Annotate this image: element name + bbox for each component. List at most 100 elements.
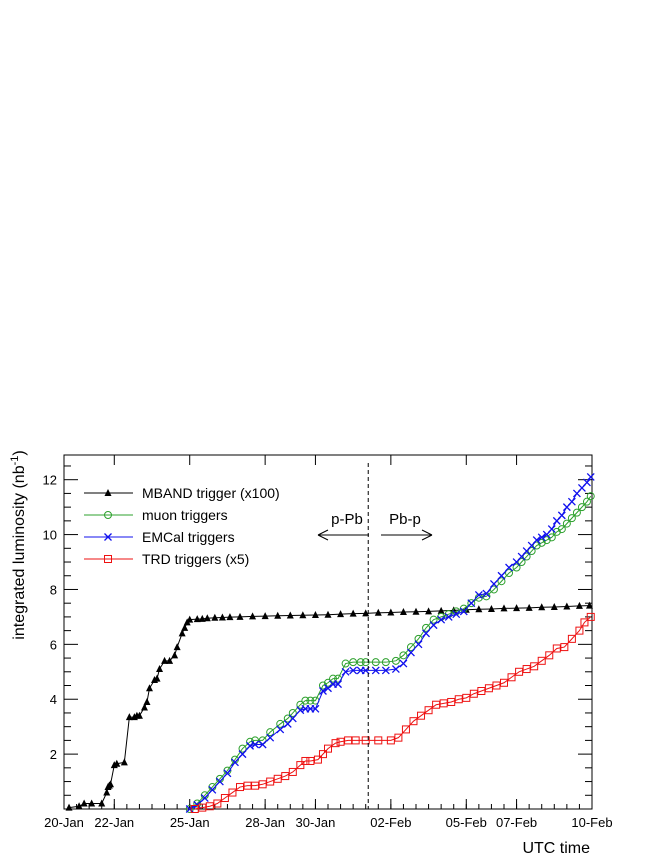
series-circle: [185, 492, 595, 813]
data-point: [104, 555, 112, 563]
data-point: [266, 733, 275, 742]
data-point: [306, 756, 315, 765]
data-point: [432, 700, 441, 709]
data-point: [492, 681, 501, 690]
data-point: [313, 755, 322, 764]
data-point: [545, 651, 554, 660]
data-point: [238, 750, 247, 759]
data-point: [341, 667, 350, 676]
data-point: [341, 659, 350, 668]
data-point: [288, 714, 297, 723]
data-point: [349, 609, 357, 617]
data-point: [459, 607, 468, 616]
data-point: [582, 497, 591, 506]
data-point: [437, 606, 445, 614]
data-point: [223, 769, 232, 778]
data-point: [243, 781, 252, 790]
legend-label: EMCal triggers: [142, 529, 235, 545]
data-point: [527, 547, 536, 556]
data-point: [173, 643, 181, 651]
data-point: [575, 601, 583, 609]
data-point: [563, 602, 571, 610]
data-point: [391, 665, 400, 674]
series-cross: [185, 472, 595, 813]
data-point: [517, 558, 526, 567]
data-point: [583, 478, 591, 487]
data-point: [557, 525, 566, 534]
data-point: [80, 799, 88, 807]
data-point: [497, 577, 506, 586]
data-point: [198, 614, 206, 622]
data-point: [387, 608, 395, 616]
data-point: [349, 666, 358, 675]
data-point: [560, 643, 569, 652]
data-point: [429, 621, 438, 630]
data-point: [251, 740, 260, 749]
data-point: [301, 696, 310, 705]
data-point: [394, 733, 403, 742]
data-point: [65, 803, 73, 811]
data-point: [547, 533, 556, 542]
data-point: [452, 610, 461, 619]
data-point: [125, 713, 133, 721]
data-point: [512, 563, 521, 572]
data-point: [417, 711, 426, 720]
data-point: [406, 643, 415, 652]
data-point: [374, 736, 383, 745]
data-point: [143, 697, 151, 705]
data-point: [525, 603, 533, 611]
data-point: [562, 519, 571, 528]
data-point: [104, 489, 112, 496]
data-point: [203, 614, 211, 622]
data-point: [311, 610, 319, 618]
x-tick-label: 10-Feb: [571, 815, 612, 830]
data-point: [422, 629, 431, 638]
data-point: [236, 612, 244, 620]
data-point: [489, 585, 498, 594]
data-point: [258, 740, 267, 749]
data-point: [467, 599, 476, 608]
data-point: [200, 794, 209, 802]
data-point: [399, 651, 408, 660]
data-point: [474, 590, 483, 599]
data-point: [572, 508, 581, 517]
data-point: [409, 717, 418, 726]
data-point: [386, 736, 395, 745]
data-point: [274, 611, 282, 619]
series-line: [68, 605, 590, 809]
data-point: [429, 615, 438, 624]
data-point: [349, 658, 358, 667]
data-point: [505, 563, 513, 572]
data-point: [497, 571, 506, 580]
data-point: [215, 777, 224, 786]
data-point: [213, 799, 222, 808]
data-point: [161, 656, 169, 664]
data-point: [324, 744, 332, 753]
data-point: [334, 680, 343, 689]
data-point: [482, 589, 491, 598]
data-point: [228, 788, 237, 797]
data-point: [208, 785, 217, 794]
data-point: [500, 678, 508, 687]
data-point: [530, 662, 539, 671]
data-point: [226, 613, 234, 621]
data-point: [261, 612, 269, 620]
data-point: [113, 759, 121, 767]
legend-item: muon triggers: [84, 507, 228, 523]
data-point: [444, 612, 453, 621]
legend-label: MBAND trigger (x100): [142, 485, 280, 501]
data-point: [361, 658, 370, 667]
y-tick-label: 4: [50, 692, 57, 707]
data-point: [361, 736, 370, 745]
legend-item: MBAND trigger (x100): [84, 485, 280, 501]
data-point: [171, 651, 179, 659]
x-tick-label: 28-Jan: [245, 815, 285, 830]
series-line: [194, 616, 592, 810]
data-point: [296, 706, 305, 715]
data-point: [513, 604, 521, 612]
data-point: [220, 794, 229, 803]
data-point: [362, 609, 370, 617]
data-point: [181, 623, 189, 631]
x-tick-label: 20-Jan: [44, 815, 84, 830]
